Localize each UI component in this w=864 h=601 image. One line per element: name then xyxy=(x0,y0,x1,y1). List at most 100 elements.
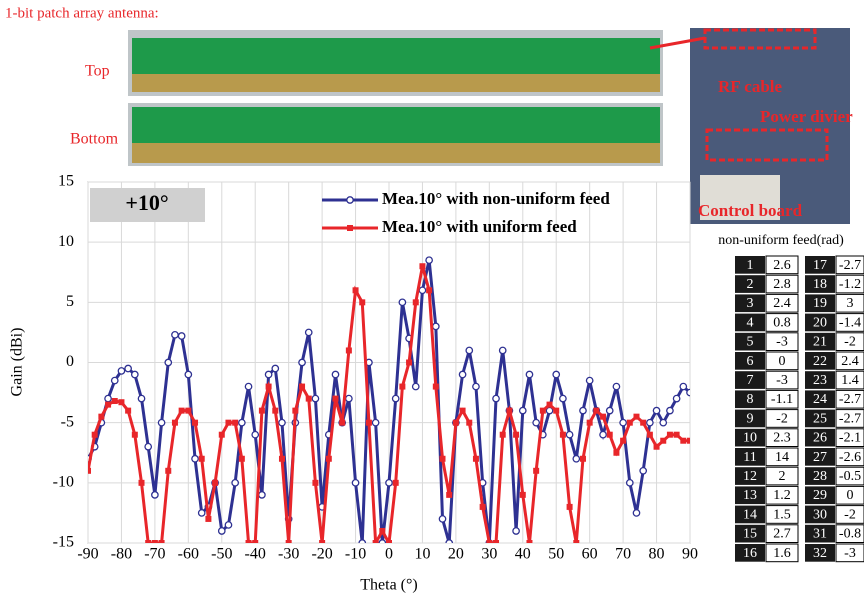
marker xyxy=(151,491,159,499)
value-text: 0.8 xyxy=(773,315,791,330)
x-tick-label: -10 xyxy=(345,546,366,563)
y-tick-label: 10 xyxy=(58,233,74,250)
marker xyxy=(352,287,359,294)
marker xyxy=(646,418,654,427)
index-cell xyxy=(735,390,765,409)
index-cell xyxy=(805,505,835,524)
table-title: non-uniform feed(rad) xyxy=(718,233,844,248)
value-cell xyxy=(835,428,864,447)
marker xyxy=(626,419,633,426)
marker xyxy=(593,407,600,414)
value-text: -3 xyxy=(844,546,856,561)
marker xyxy=(104,394,112,403)
marker xyxy=(559,431,566,438)
value-text: 1.5 xyxy=(773,507,791,522)
marker xyxy=(117,367,126,375)
value-text: -2 xyxy=(844,335,856,350)
value-cell xyxy=(765,485,799,505)
marker xyxy=(519,491,526,498)
marker xyxy=(386,540,392,543)
marker xyxy=(392,479,399,486)
marker xyxy=(379,527,386,534)
index-cell xyxy=(805,448,835,466)
x-tick-label: -40 xyxy=(245,546,266,563)
y-tick-label: -10 xyxy=(53,474,74,491)
marker xyxy=(512,527,520,535)
marker xyxy=(652,406,661,415)
marker xyxy=(231,478,240,487)
marker xyxy=(304,328,313,337)
marker xyxy=(319,540,326,543)
marker xyxy=(446,491,453,498)
marker xyxy=(238,455,245,462)
index-cell xyxy=(735,428,765,447)
marker xyxy=(278,418,286,427)
y-tick-label: -15 xyxy=(53,534,74,551)
value-text: 1.2 xyxy=(773,488,791,503)
value-cell xyxy=(765,332,799,351)
x-tick-label: 10 xyxy=(414,546,430,563)
marker xyxy=(659,418,668,427)
index-text: 20 xyxy=(813,315,827,330)
marker xyxy=(131,431,138,438)
marker xyxy=(679,382,688,391)
marker xyxy=(278,455,285,462)
marker xyxy=(391,394,400,403)
value-cell xyxy=(835,370,864,390)
index-cell xyxy=(735,275,765,293)
marker xyxy=(653,443,660,450)
marker xyxy=(431,322,440,331)
marker xyxy=(205,515,212,522)
marker xyxy=(264,370,273,379)
marker xyxy=(105,401,112,408)
marker xyxy=(619,418,627,427)
marker xyxy=(212,479,219,486)
marker xyxy=(620,437,627,444)
x-tick-label: 20 xyxy=(448,546,464,563)
index-text: 27 xyxy=(813,450,827,465)
marker xyxy=(118,399,125,406)
marker xyxy=(412,299,419,306)
marker xyxy=(325,455,332,462)
marker xyxy=(666,406,674,415)
value-text: 2.4 xyxy=(773,296,791,311)
index-text: 11 xyxy=(743,450,756,465)
index-text: 5 xyxy=(747,335,754,350)
marker xyxy=(285,540,292,543)
bottom-connectors xyxy=(132,143,660,163)
top-board xyxy=(132,38,660,74)
marker xyxy=(472,455,479,462)
marker xyxy=(359,299,366,306)
index-text: 19 xyxy=(813,296,827,311)
value-text: -1.4 xyxy=(839,315,861,330)
value-text: -2.7 xyxy=(839,392,861,407)
marker xyxy=(265,383,272,390)
marker xyxy=(499,431,506,438)
index-cell xyxy=(735,294,765,313)
marker xyxy=(426,287,433,294)
marker xyxy=(137,394,146,403)
marker xyxy=(633,413,640,420)
marker xyxy=(365,419,372,426)
marker xyxy=(666,431,673,438)
marker xyxy=(345,347,352,354)
marker xyxy=(525,370,534,379)
index-cell xyxy=(805,275,835,293)
value-text: 1.4 xyxy=(841,373,859,388)
x-tick-label: 40 xyxy=(515,546,531,563)
marker xyxy=(151,540,158,543)
value-cell xyxy=(765,293,799,313)
x-tick-label: -20 xyxy=(311,546,332,563)
value-cell xyxy=(765,466,799,486)
marker xyxy=(292,407,299,414)
marker xyxy=(125,407,132,414)
index-text: 6 xyxy=(747,354,754,369)
marker xyxy=(639,466,648,475)
marker xyxy=(224,521,233,529)
marker xyxy=(232,419,239,426)
marker xyxy=(251,430,260,439)
marker xyxy=(171,330,179,339)
marker xyxy=(358,539,367,543)
marker xyxy=(466,419,473,426)
marker xyxy=(398,298,407,307)
